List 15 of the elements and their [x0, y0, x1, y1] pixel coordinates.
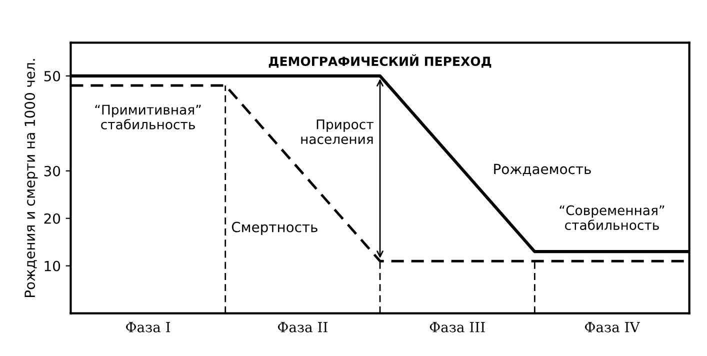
y-tick-label: 20: [44, 213, 60, 224]
annotation: Прирост населения: [301, 120, 374, 144]
annotation: “Современная” стабильность: [560, 205, 664, 230]
y-tick-label: 30: [44, 166, 60, 176]
x-tick-label: Фаза II: [278, 322, 328, 332]
x-tick-label: Фаза III: [430, 322, 485, 332]
x-tick-label: Фаза IV: [584, 322, 640, 332]
text: ДЕМОГРАФИЧЕСКИЙ ПЕРЕХОД: [268, 54, 492, 68]
series-label: Смертность: [232, 222, 318, 235]
y-tick-label: 50: [44, 70, 60, 82]
x-tick-label: Фаза I: [126, 322, 170, 332]
series-label: Рождаемость: [494, 164, 591, 176]
annotation: “Примитивная” стабильность: [95, 104, 201, 130]
y-axis-title: Рождения и смерти на 1000 чел.: [24, 59, 38, 297]
y-tick-label: 10: [44, 260, 60, 272]
